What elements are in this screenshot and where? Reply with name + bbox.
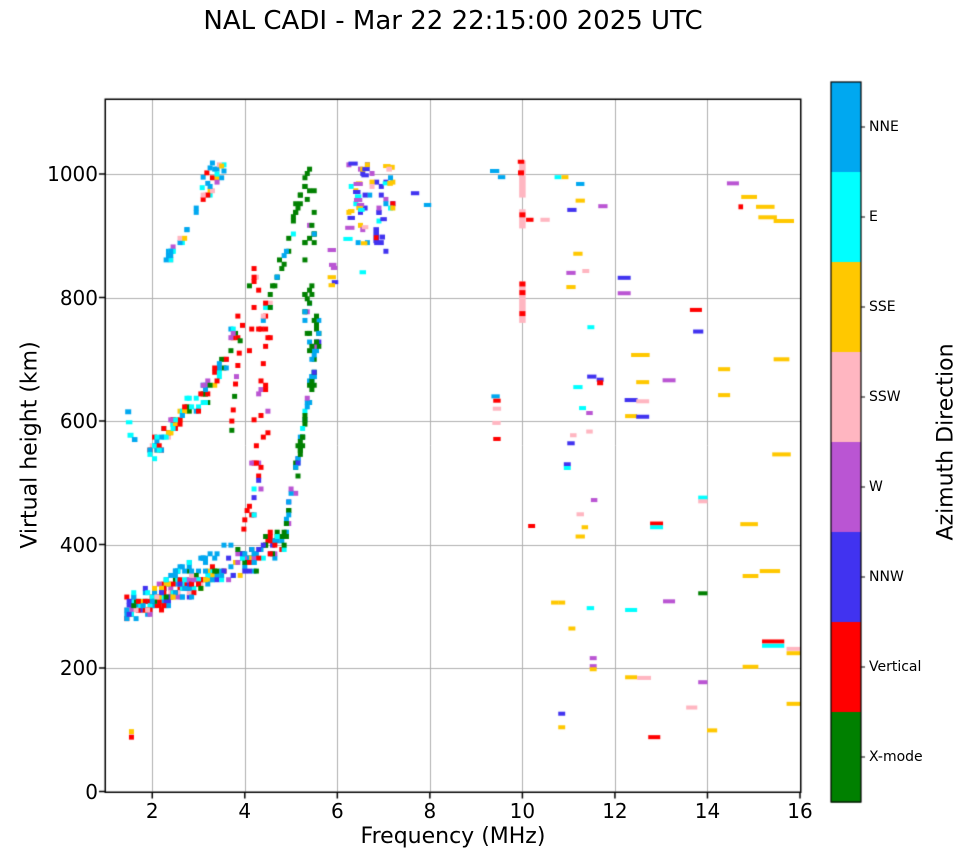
x-tick-label: 8 bbox=[423, 799, 437, 823]
x-tick-label: 10 bbox=[509, 799, 536, 823]
colorbar-label: Azimuth Direction bbox=[933, 343, 959, 541]
y-tick-label: 0 bbox=[85, 779, 98, 804]
y-tick-label: 200 bbox=[59, 656, 98, 681]
x-tick-label: 6 bbox=[330, 799, 344, 823]
colorbar-tick-label: SSW bbox=[869, 389, 901, 405]
colorbar-tick-label: W bbox=[869, 479, 883, 495]
colorbar-tick-label: NNE bbox=[869, 119, 899, 135]
y-tick-label: 600 bbox=[59, 409, 98, 434]
chart-title: NAL CADI - Mar 22 22:15:00 2025 UTC bbox=[203, 6, 703, 36]
x-axis-label: Frequency (MHz) bbox=[360, 824, 546, 849]
colorbar-tick-label: Vertical bbox=[869, 659, 922, 675]
y-axis-label: Virtual height (km) bbox=[17, 341, 43, 549]
colorbar-tick-label: NNW bbox=[869, 569, 904, 585]
colorbar-tick-label: SSE bbox=[869, 299, 896, 315]
y-tick-label: 400 bbox=[59, 532, 98, 557]
y-tick-label: 800 bbox=[59, 285, 98, 310]
colorbar-tick-label: X-mode bbox=[869, 749, 923, 765]
y-tick-label: 1000 bbox=[47, 162, 98, 187]
colorbar-tick-label: E bbox=[869, 209, 878, 225]
x-tick-label: 12 bbox=[602, 799, 628, 823]
x-tick-label: 16 bbox=[787, 799, 813, 823]
x-tick-label: 2 bbox=[145, 799, 159, 823]
x-tick-label: 14 bbox=[694, 799, 721, 823]
x-tick-label: 4 bbox=[238, 799, 252, 823]
